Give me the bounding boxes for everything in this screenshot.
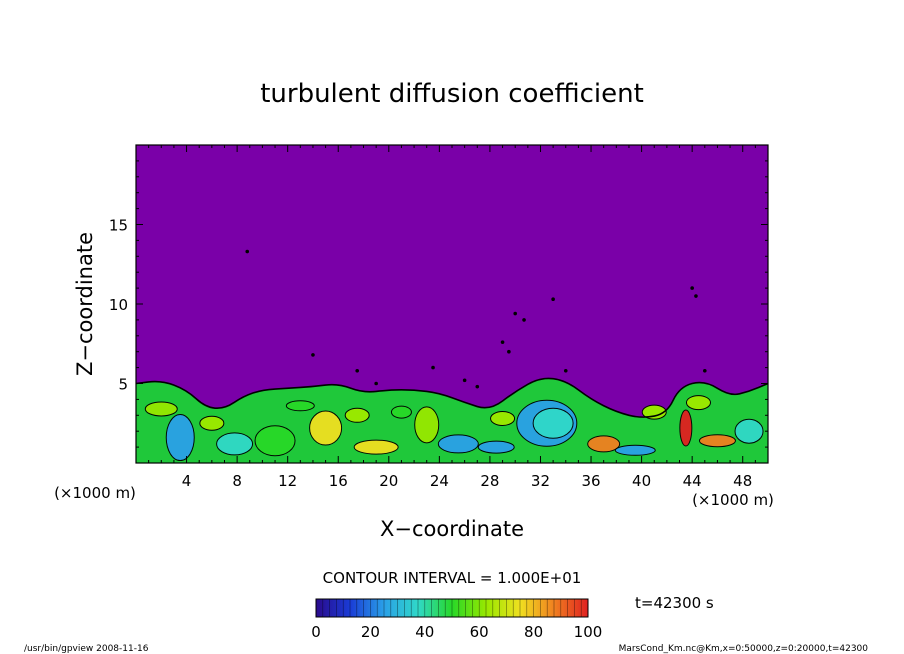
field-structure-11 xyxy=(614,444,656,456)
footer-left: /usr/bin/gpview 2008-11-16 xyxy=(24,644,149,654)
field-structure-14 xyxy=(734,418,764,444)
contour-interval-label: CONTOUR INTERVAL = 1.000E+01 xyxy=(323,569,582,587)
field-structure-upper-4 xyxy=(685,395,711,411)
isolated-contour-10 xyxy=(690,286,694,290)
isolated-contour-13 xyxy=(563,368,568,373)
colorbar-tick-label-5: 100 xyxy=(574,623,603,641)
plot-area xyxy=(136,145,768,463)
isolated-contour-0 xyxy=(245,249,250,254)
y-tick-label-1: 10 xyxy=(109,296,128,314)
field-structure-10 xyxy=(587,435,621,453)
field-structure-1 xyxy=(216,432,254,456)
x-tick-label-8: 36 xyxy=(581,472,600,490)
field-structure-7 xyxy=(477,440,515,454)
isolated-contour-9 xyxy=(551,297,555,302)
x-tick-label-4: 20 xyxy=(379,472,398,490)
field-structure-upper-0 xyxy=(199,415,225,431)
field-structure-6 xyxy=(437,434,479,454)
isolated-contour-12 xyxy=(703,368,707,373)
x-unit-left: (×1000 m) xyxy=(54,484,136,502)
x-tick-label-9: 40 xyxy=(632,472,651,490)
chart-title: turbulent diffusion coefficient xyxy=(260,79,644,109)
boundary-layer-contour xyxy=(136,377,768,418)
isolated-contour-4 xyxy=(462,378,467,383)
isolated-contour-15 xyxy=(475,384,480,389)
field-structure-15 xyxy=(390,405,412,419)
isolated-contours xyxy=(245,249,707,389)
y-tick-label-0: 5 xyxy=(118,376,128,394)
field-structure-12 xyxy=(679,409,693,447)
x-tick-label-6: 28 xyxy=(480,472,499,490)
x-tick-label-7: 32 xyxy=(531,472,550,490)
boundary-layer-structures xyxy=(144,395,764,462)
colorbar-tick-label-2: 40 xyxy=(415,623,434,641)
isolated-contour-14 xyxy=(374,381,378,386)
y-axis: 5 10 15 xyxy=(109,160,768,448)
x-tick-label-0: 4 xyxy=(182,472,192,490)
y-axis-label: Z−coordinate xyxy=(73,232,97,376)
colorbar-tick-label-3: 60 xyxy=(470,623,489,641)
field-structure-5 xyxy=(414,406,440,444)
x-tick-label-11: 48 xyxy=(733,472,752,490)
x-tick-label-2: 12 xyxy=(278,472,297,490)
field-structure-0 xyxy=(165,414,195,462)
isolated-contour-8 xyxy=(522,318,526,322)
field-structure-3 xyxy=(309,410,343,446)
isolated-contour-7 xyxy=(513,311,517,316)
x-tick-label-10: 44 xyxy=(683,472,702,490)
x-axis: 4 8 12 16 20 24 28 32 36 40 44 48 xyxy=(148,145,756,490)
field-structure-9 xyxy=(532,407,574,439)
x-tick-label-5: 24 xyxy=(430,472,449,490)
footer-right: MarsCond_Km.nc@Km,x=0:50000,z=0:20000,t=… xyxy=(619,644,869,654)
colorbar-ticks: 0 20 40 60 80 100 xyxy=(311,623,602,641)
field-structure-4 xyxy=(353,439,399,455)
field-structure-upper-3 xyxy=(641,404,667,420)
field-structure-2 xyxy=(254,425,296,457)
field-structure-17 xyxy=(144,401,178,417)
isolated-contour-2 xyxy=(355,368,360,373)
y-tick-label-2: 15 xyxy=(109,217,128,235)
field-structure-16 xyxy=(285,400,315,412)
x-tick-label-3: 16 xyxy=(329,472,348,490)
x-tick-label-1: 8 xyxy=(232,472,242,490)
isolated-contour-5 xyxy=(500,340,505,344)
field-structure-upper-2 xyxy=(490,410,516,426)
field-structure-upper-1 xyxy=(344,407,370,423)
field-structure-13 xyxy=(698,434,736,448)
colorbar-tick-label-4: 80 xyxy=(524,623,543,641)
x-unit-right: (×1000 m) xyxy=(692,491,774,509)
x-axis-label: X−coordinate xyxy=(380,517,524,541)
colorbar-contour-lines xyxy=(322,599,582,617)
isolated-contour-11 xyxy=(694,294,698,298)
isolated-contour-3 xyxy=(431,365,435,370)
isolated-contour-6 xyxy=(507,349,511,354)
colorbar-tick-label-1: 20 xyxy=(361,623,380,641)
isolated-contour-1 xyxy=(311,353,315,357)
colorbar-tick-label-0: 0 xyxy=(311,623,321,641)
time-label: t=42300 s xyxy=(635,594,714,612)
